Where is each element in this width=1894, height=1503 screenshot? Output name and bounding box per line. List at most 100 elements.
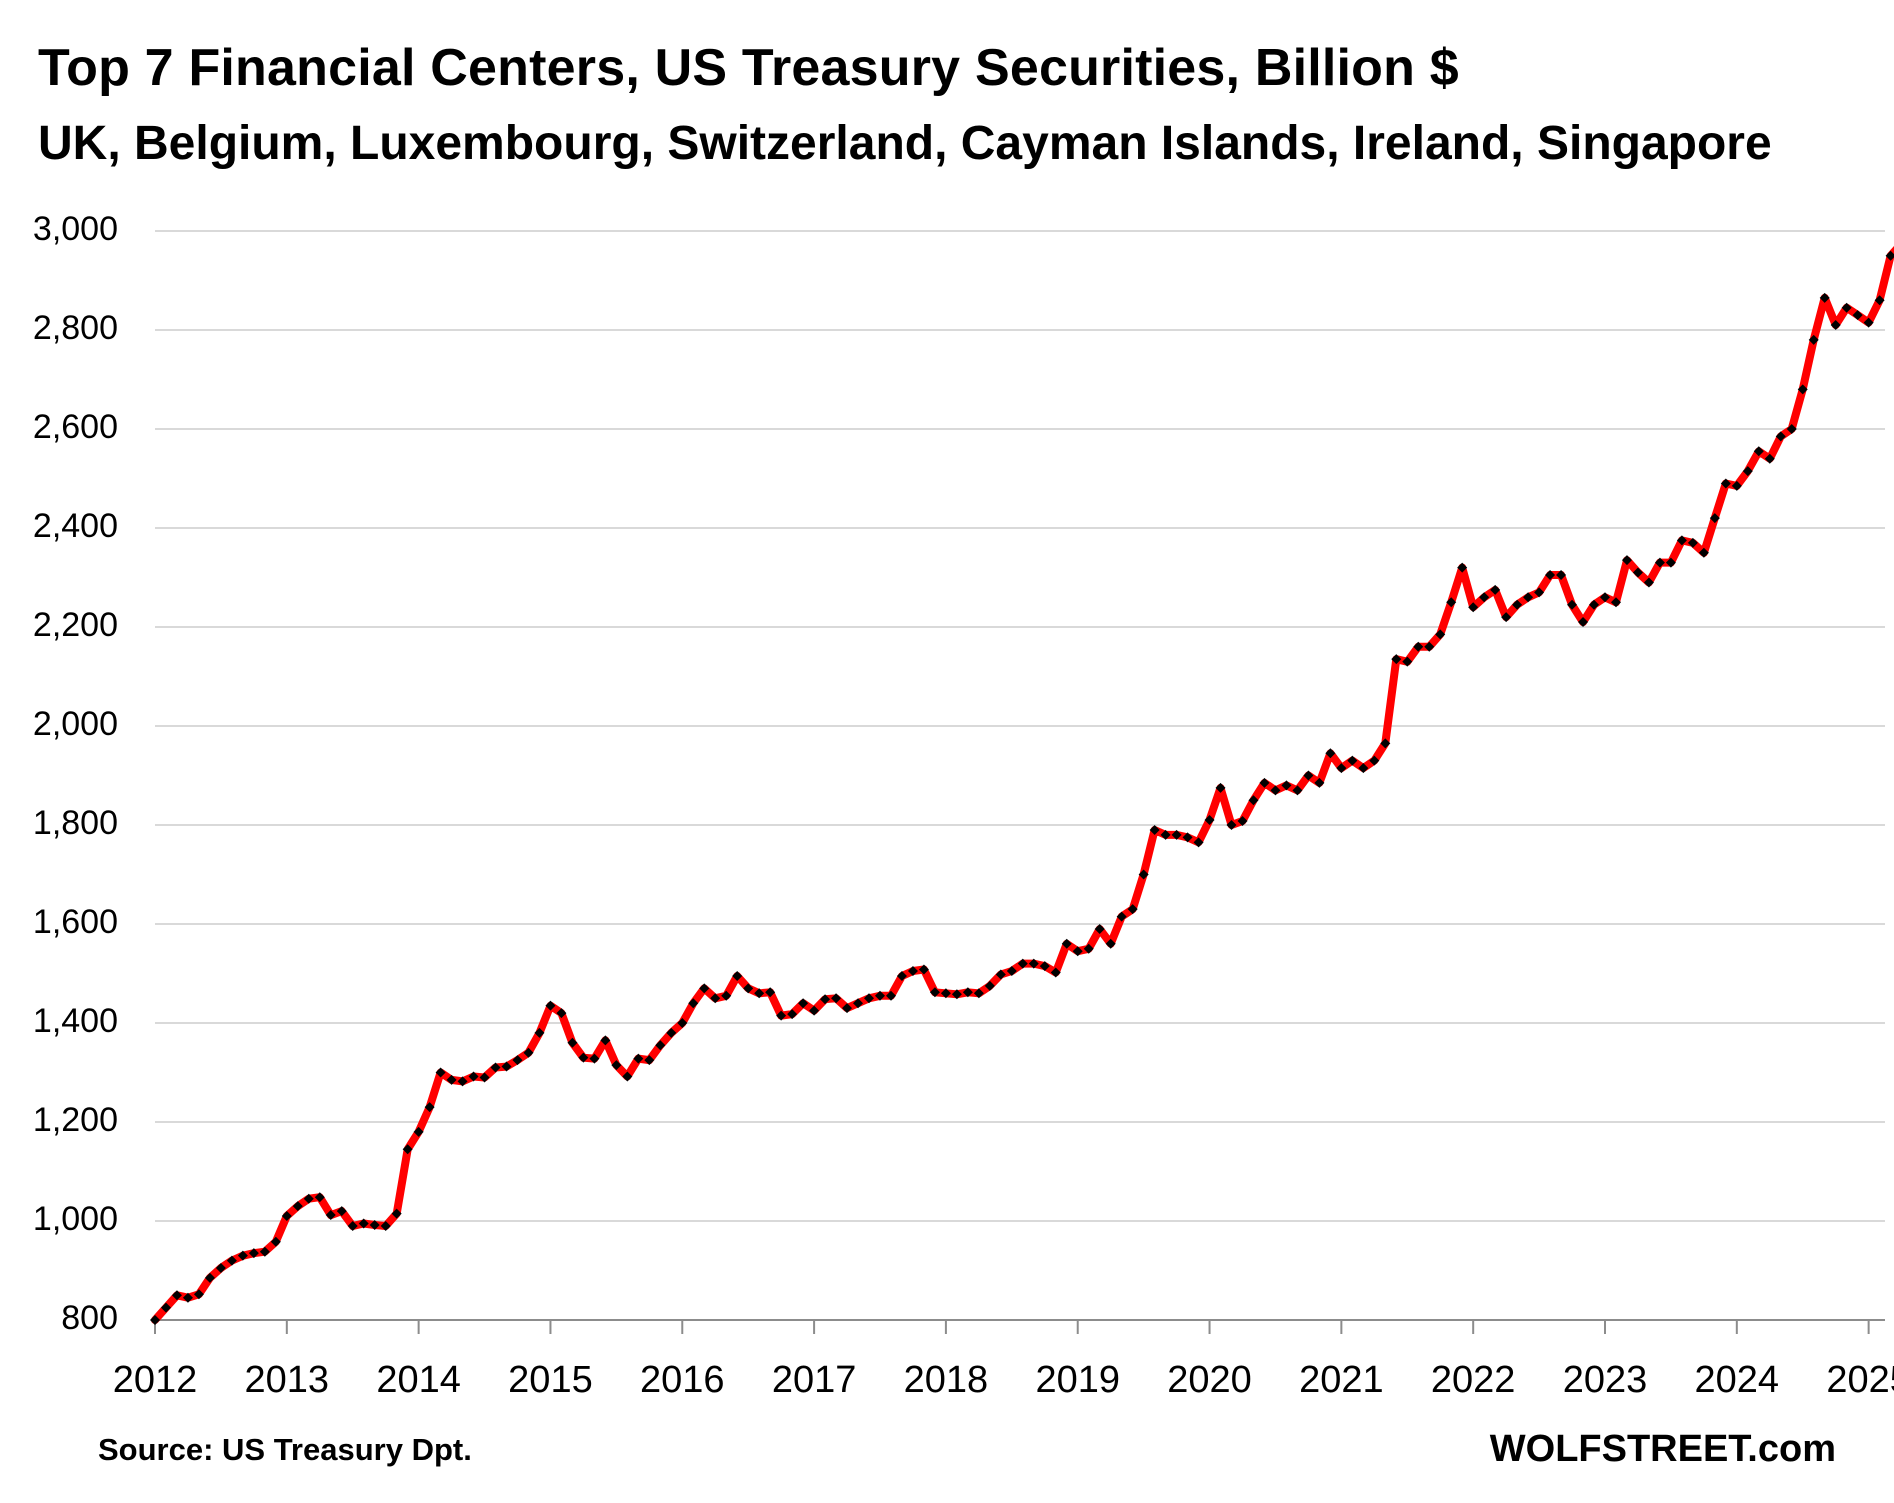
data-point (710, 993, 721, 1004)
data-point (1204, 815, 1215, 826)
data-point (556, 1008, 567, 1019)
data-point (809, 1005, 820, 1016)
data-point (1742, 466, 1753, 477)
data-point (1171, 829, 1182, 840)
data-point (1863, 317, 1874, 328)
x-tick-label: 2021 (1299, 1359, 1384, 1401)
x-tick-label: 2016 (640, 1359, 725, 1401)
data-point (1083, 943, 1094, 954)
data-point (1094, 923, 1105, 934)
data-point (1127, 904, 1138, 915)
data-point (820, 994, 831, 1005)
data-point (1424, 641, 1435, 652)
data-point (160, 1302, 171, 1313)
data-point (1786, 424, 1797, 434)
series-plot (150, 245, 1894, 1325)
data-point (721, 990, 732, 1001)
data-point (325, 1210, 336, 1221)
data-point (1501, 612, 1512, 623)
data-point (973, 988, 984, 999)
data-point (1160, 829, 1171, 840)
data-point (1512, 599, 1523, 610)
data-point (1237, 816, 1248, 827)
data-point (655, 1040, 666, 1051)
data-point (962, 987, 973, 998)
data-point (1050, 967, 1061, 978)
data-point (1600, 592, 1610, 603)
x-tick-label: 2013 (245, 1359, 330, 1401)
data-point (1753, 446, 1764, 457)
data-point (842, 1003, 853, 1014)
data-point (479, 1072, 490, 1083)
y-tick-label: 1,000 (33, 1200, 118, 1238)
chart-title: Top 7 Financial Centers, US Treasury Sec… (38, 39, 1459, 97)
data-point (259, 1246, 270, 1257)
data-point (1402, 656, 1413, 667)
x-tick-label: 2025 (1826, 1359, 1894, 1401)
data-point (611, 1060, 622, 1071)
data-point (600, 1035, 611, 1046)
data-point (303, 1193, 314, 1204)
data-point (413, 1126, 424, 1137)
data-point (1468, 602, 1479, 613)
data-point (1391, 654, 1402, 665)
data-point (1435, 629, 1446, 640)
data-point (402, 1144, 413, 1155)
data-point (798, 998, 809, 1009)
y-tick-label: 2,000 (33, 705, 118, 743)
brand-label: WOLFSTREET.com (1489, 1428, 1836, 1470)
data-point (1567, 599, 1578, 610)
data-point (1138, 869, 1149, 880)
data-point (1457, 562, 1468, 573)
data-point (1270, 785, 1281, 796)
x-axis (154, 1319, 1885, 1334)
data-point (1226, 820, 1237, 830)
y-tick-label: 3,000 (33, 210, 118, 248)
data-point (1347, 755, 1358, 766)
data-point (831, 993, 842, 1004)
data-point (896, 970, 907, 981)
x-tick-label: 2020 (1167, 1359, 1252, 1401)
data-point (1589, 599, 1600, 610)
data-point (951, 989, 962, 1000)
data-point (204, 1272, 215, 1283)
data-point (1610, 597, 1621, 608)
data-point (1643, 577, 1654, 588)
data-point (1479, 592, 1490, 603)
data-point (1797, 384, 1808, 395)
data-point (578, 1052, 589, 1063)
data-point (1720, 478, 1731, 489)
data-point (523, 1047, 534, 1058)
data-point (1632, 567, 1643, 578)
data-point (754, 988, 765, 999)
data-point (545, 1000, 556, 1011)
data-point (281, 1211, 292, 1222)
data-point (1072, 946, 1083, 957)
data-point (193, 1289, 204, 1300)
data-point (732, 970, 743, 981)
data-point (1248, 795, 1259, 806)
data-point (501, 1061, 512, 1072)
x-tick-label: 2019 (1035, 1359, 1120, 1401)
data-point (995, 969, 1006, 980)
data-point (1281, 780, 1292, 791)
data-point (182, 1292, 193, 1303)
data-point (424, 1102, 435, 1113)
data-point (1259, 777, 1270, 788)
y-tick-label: 2,600 (33, 408, 118, 446)
data-point (226, 1255, 237, 1266)
data-point (940, 988, 951, 999)
data-point (1709, 513, 1720, 524)
data-point (391, 1208, 402, 1219)
data-point (699, 983, 710, 994)
data-point (1654, 557, 1665, 568)
data-point (907, 966, 918, 977)
data-point (1193, 837, 1204, 848)
data-point (512, 1055, 523, 1066)
y-tick-label: 2,800 (33, 309, 118, 347)
data-point (490, 1062, 501, 1073)
data-point (1358, 763, 1369, 774)
data-point (380, 1220, 391, 1231)
data-point (666, 1027, 677, 1038)
